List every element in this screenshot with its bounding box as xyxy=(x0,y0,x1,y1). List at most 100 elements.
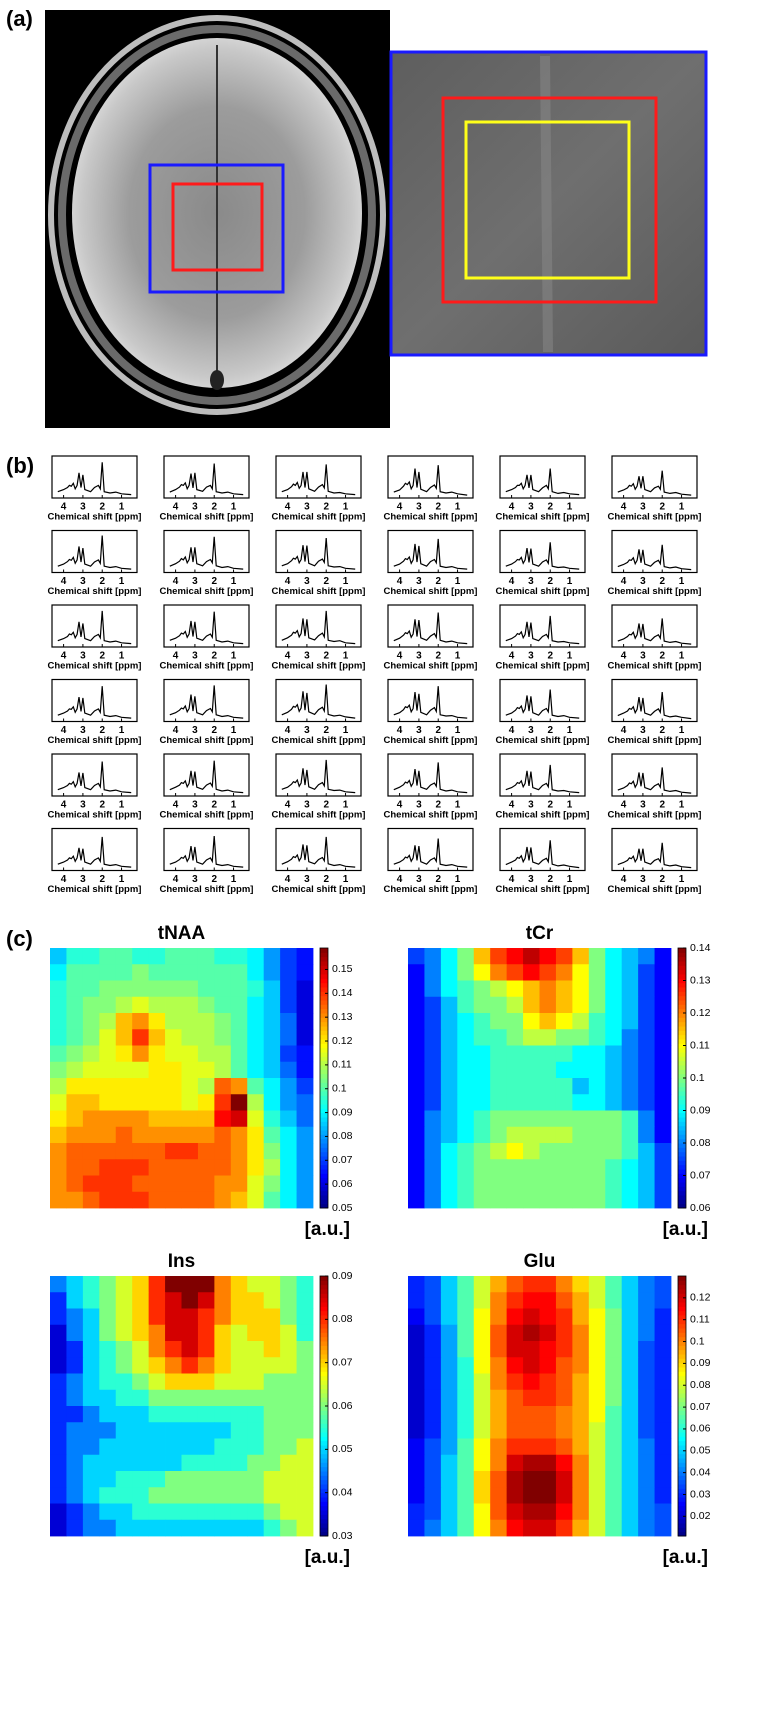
heatmap-cell xyxy=(197,1045,215,1063)
heatmap-cell xyxy=(473,1029,491,1046)
heatmap-cell xyxy=(181,1159,199,1176)
colorbar-tick-label: 0.12 xyxy=(690,1007,711,1019)
heatmap-cell xyxy=(99,948,117,965)
colorbar-segment xyxy=(320,1043,328,1049)
heatmap-cell xyxy=(214,1045,232,1063)
colorbar-tick-label: 0.04 xyxy=(690,1466,711,1478)
x-axis-label: Chemical shift [ppm] xyxy=(272,661,366,672)
heatmap-cell xyxy=(82,1276,100,1293)
heatmap-cell xyxy=(296,1519,314,1537)
heatmap-cell xyxy=(555,1422,573,1439)
heatmap-cell xyxy=(181,1110,199,1128)
heatmap-cell xyxy=(214,948,232,965)
heatmap-cell xyxy=(148,1292,166,1309)
heatmap-cell xyxy=(66,1406,84,1423)
colorbar-segment xyxy=(678,952,686,958)
heatmap-cell xyxy=(654,1519,672,1537)
colorbar-segment xyxy=(320,1195,328,1200)
heatmap-cell xyxy=(440,1357,458,1374)
x-axis-label: Chemical shift [ppm] xyxy=(160,661,254,672)
heatmap-cell xyxy=(605,1013,623,1030)
heatmap-cell xyxy=(440,1045,458,1063)
colorbar-segment xyxy=(678,1501,686,1507)
heatmap-cell xyxy=(506,1471,524,1488)
heatmap-cell xyxy=(588,1487,606,1504)
colorbar-segment xyxy=(678,1203,686,1209)
heatmap-cell xyxy=(523,1324,540,1342)
heatmap-cell xyxy=(82,996,100,1014)
heatmap-cell xyxy=(132,1078,150,1095)
x-tick-label: 2 xyxy=(547,874,553,885)
heatmap-cell xyxy=(230,1029,248,1046)
x-tick-label: 3 xyxy=(192,651,198,662)
x-tick-label: 4 xyxy=(397,651,403,662)
heatmap-cell xyxy=(440,1078,458,1095)
colorbar-segment xyxy=(678,1108,686,1114)
colorbar-segment xyxy=(678,1445,686,1450)
heatmap-cell xyxy=(638,948,655,965)
heatmap-cell xyxy=(197,1357,215,1374)
colorbar-segment xyxy=(320,982,328,988)
heatmap-cell xyxy=(408,1438,425,1456)
heatmap-cell xyxy=(280,1519,297,1537)
heatmap-cell xyxy=(457,1454,475,1472)
heatmap-cell xyxy=(605,980,623,998)
heatmap-cell xyxy=(132,1175,150,1193)
heatmap-cell xyxy=(490,1471,508,1488)
heatmap-cell xyxy=(588,1013,606,1030)
heatmap-cell xyxy=(654,996,672,1014)
colorbar-segment xyxy=(678,1004,686,1010)
heatmap-cell xyxy=(165,1159,182,1176)
x-tick-label: 3 xyxy=(416,502,422,513)
colorbar-segment xyxy=(678,1458,686,1463)
plot-frame xyxy=(499,827,586,872)
heatmap-cell xyxy=(296,1094,314,1111)
heatmap-cell xyxy=(572,1143,590,1160)
heatmap-cell xyxy=(588,1094,606,1111)
heatmap-cell xyxy=(654,1029,672,1046)
heatmap-cell xyxy=(572,1503,590,1521)
x-axis-label: Chemical shift [ppm] xyxy=(496,735,590,746)
heatmap-cell xyxy=(638,1324,655,1342)
heatmap-cell xyxy=(181,980,199,998)
heatmap-cell xyxy=(473,1373,491,1391)
heatmap-cell xyxy=(440,1292,458,1309)
colorbar-tick-label: 0.15 xyxy=(332,963,353,975)
heatmap-cell xyxy=(654,1373,672,1391)
heatmap-cell xyxy=(197,1126,215,1144)
heatmap-cell xyxy=(66,1324,84,1342)
colorbar-segment xyxy=(678,1432,686,1437)
heatmap-cell xyxy=(440,996,458,1014)
heatmap-cell xyxy=(555,1159,573,1176)
heatmap-cell xyxy=(132,1110,150,1128)
colorbar-segment xyxy=(678,1362,686,1368)
x-axis-label: Chemical shift [ppm] xyxy=(608,884,702,895)
heatmap-cell xyxy=(621,1061,639,1079)
heatmap-cell xyxy=(654,1175,672,1193)
heatmap-cell xyxy=(621,980,639,998)
heatmap-cell xyxy=(230,1454,248,1472)
heatmap-cell xyxy=(424,1276,442,1293)
heatmap-cell xyxy=(99,1406,117,1423)
heatmap-cell xyxy=(473,980,491,998)
heatmap-cell xyxy=(263,1078,281,1095)
heatmap-cell xyxy=(230,1110,248,1128)
plot-frame xyxy=(387,604,474,648)
heatmap-cell xyxy=(247,1078,265,1095)
heatmap-cell xyxy=(181,1308,199,1326)
x-tick-label: 2 xyxy=(211,874,217,885)
heatmap-cell xyxy=(621,1519,639,1537)
heatmap-cell xyxy=(424,1126,442,1144)
heatmap-cell xyxy=(115,1471,133,1488)
x-tick-label: 4 xyxy=(621,874,627,885)
heatmap-cell xyxy=(214,964,232,981)
heatmap-cell xyxy=(457,980,475,998)
x-tick-label: 1 xyxy=(567,576,573,587)
heatmap-cell xyxy=(638,1061,655,1079)
heatmap-cell xyxy=(473,1292,491,1309)
heatmap-cell xyxy=(440,980,458,998)
colorbar-segment xyxy=(678,1082,686,1088)
heatmap-cell xyxy=(115,1143,133,1160)
x-tick-label: 2 xyxy=(99,874,105,885)
colorbar-tick-label: 0.08 xyxy=(690,1137,711,1149)
